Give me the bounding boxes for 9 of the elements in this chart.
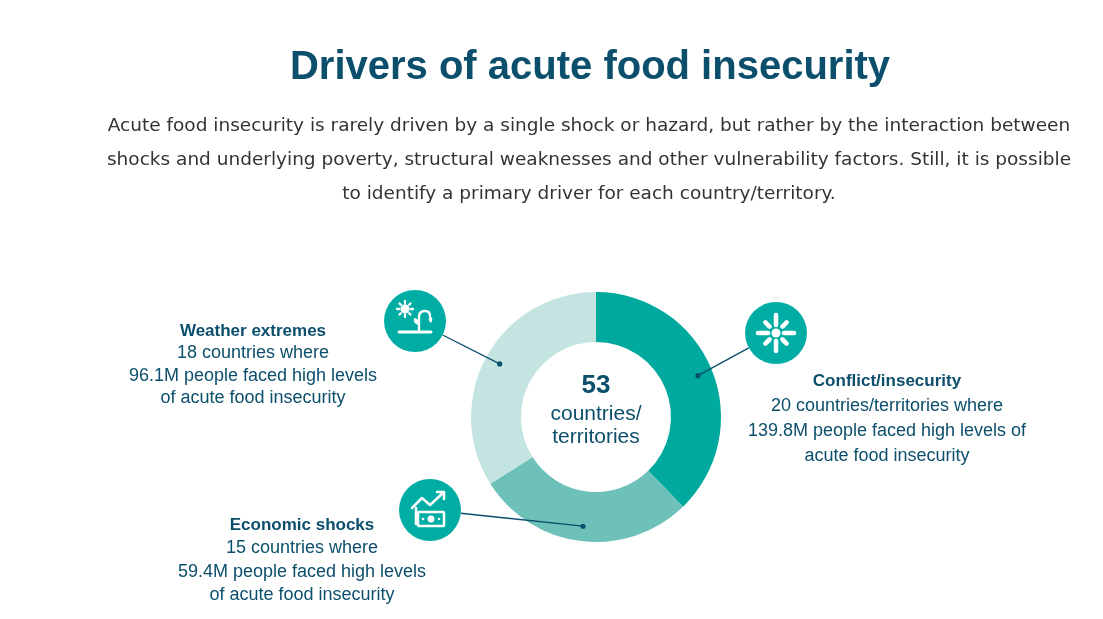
data-label: 15 countries where 59.4M people faced high levels of acute food insecurity: [177, 537, 427, 605]
text: 53 countries/ territories: [550, 369, 642, 447]
slice-label: Economic shocks: [229, 514, 375, 534]
chart-title: Drivers of acute food insecurity: [288, 42, 892, 89]
slice-label: Weather extremes: [179, 320, 327, 340]
data-label: 18 countries where 96.1M people faced high levels of acute food insecurity: [128, 342, 378, 408]
data-label: 20 countries/territories where 139.8M people faced high levels of acute food insecurity: [747, 394, 1028, 465]
chart-subtitle: Acute food insecurity is rarely driven by a single shock or hazard, but rather by the interaction between shocks and underlying poverty, structural weaknesses and other vulnerability factors. Still, it is possible to identify a primary driver for each country/territory.: [105, 113, 1073, 205]
slice-label: Conflict/insecurity: [812, 370, 962, 390]
